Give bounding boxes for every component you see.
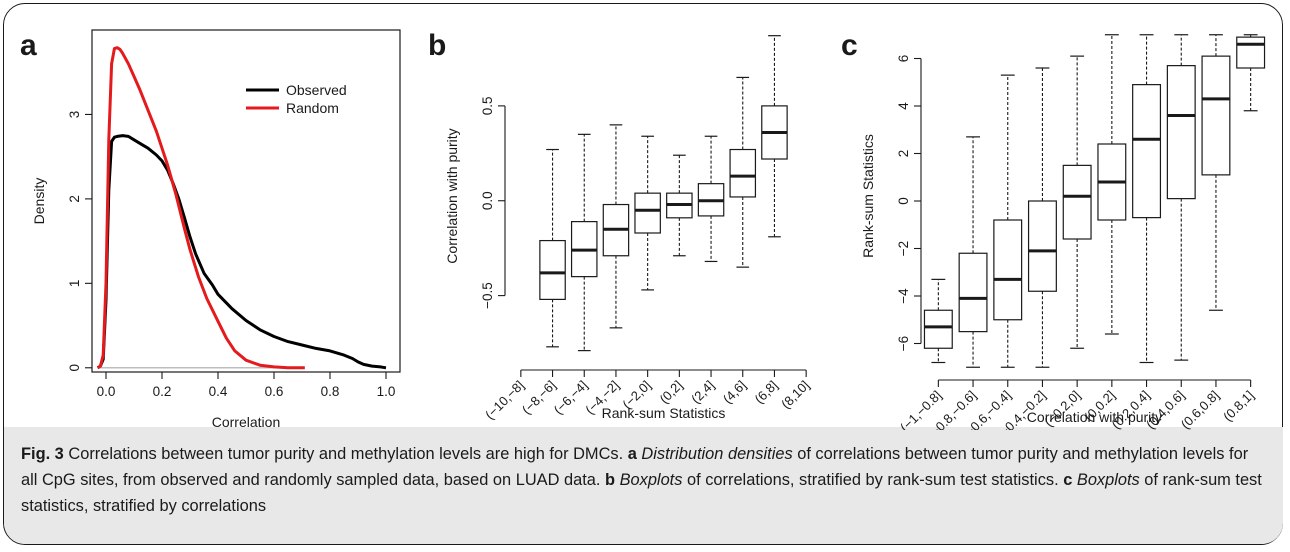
panel-c-y-tick-label: 6 <box>896 55 911 63</box>
panel-a-y-tick-label: 0 <box>67 364 82 372</box>
panel-b-box <box>634 192 661 234</box>
panel-c-letter: c <box>841 29 858 62</box>
panel-a-x-tick-label: 1.0 <box>377 384 396 399</box>
panel-a-y-tick-label: 2 <box>67 195 82 203</box>
panel-c-x-tick-label: (0.8,1] <box>1220 388 1257 425</box>
panel-b-x-tick-label: (0,2] <box>656 378 685 407</box>
panel-a-series-line-random <box>96 46 305 370</box>
panel-b-x-axis-label: Rank-sum Statistics <box>602 405 726 421</box>
caption-a-text: of correlations between tumor purity and… <box>21 445 1249 489</box>
caption-a-italic: Distribution densities <box>636 445 793 463</box>
caption-a-label: a <box>627 445 637 463</box>
panel-b-box <box>729 148 757 198</box>
panel-c-x-axis-label: Correlation with purity <box>1027 409 1162 425</box>
panel-a-x-tick-label: 0.6 <box>265 384 284 399</box>
caption-background <box>4 427 1283 544</box>
panel-c-box <box>1201 55 1231 176</box>
panel-c-box <box>993 219 1023 321</box>
panel-a-y-tick-label: 3 <box>67 111 82 119</box>
panel-b-y-axis-label: Correlation with purity <box>444 128 460 263</box>
panel-b-x-tick-label: (−10,−8] <box>482 378 527 423</box>
panel-b-x-tick-label: (6,8] <box>752 378 781 407</box>
panel-c-y-axis-label: Rank-sum Statistics <box>860 134 876 258</box>
panel-c-y-tick-label: 2 <box>896 150 911 158</box>
panel-c-box <box>1062 164 1092 240</box>
panel-b-boxplot: b −0.50.00.5(−10,−8](−8,−6](−6,−4](−4,−2… <box>428 29 812 422</box>
panel-c-x-tick-label: (0.6,0.8] <box>1178 388 1222 430</box>
panel-b-x-tick-label: (−8,−6] <box>519 378 559 418</box>
caption-fig-label: Fig. 3 <box>21 445 64 463</box>
panel-b-y-tick-label: −0.5 <box>480 282 495 309</box>
panel-c-y-tick-label: 4 <box>896 102 911 110</box>
panel-b-y-tick-label: 0.0 <box>480 191 495 210</box>
panel-c-box <box>1166 65 1196 200</box>
panel-a-x-tick-label: 0.4 <box>209 384 228 399</box>
panel-b-x-tick-label: (2,4] <box>688 378 717 407</box>
caption-b-label: b <box>605 471 616 489</box>
panel-a-letter: a <box>20 29 37 62</box>
panel-b-x-tick-label: (−6,−4] <box>551 378 591 418</box>
panel-b-y-tick-label: 0.5 <box>480 96 495 115</box>
panel-a-legend-label-observed: Observed <box>286 82 347 98</box>
caption-c-label: c <box>1063 471 1073 489</box>
panel-a-density-plot: a 0.0 0.2 0.4 0.6 0.8 1.0 0 1 2 3 Correlation Densi… <box>20 29 401 430</box>
panel-a-plot-border <box>91 29 401 373</box>
panel-b-letter: b <box>428 29 446 62</box>
panel-c-box <box>1236 36 1266 69</box>
panel-a-x-tick-label: 0.0 <box>97 384 116 399</box>
caption-b-text: of correlations, stratified by rank-sum … <box>682 471 1064 489</box>
panel-a-series-line-observed <box>96 134 387 370</box>
panel-c-boxplot: c −6−4−20246(−1,−0.8](−0.8,−0.6](−0.6,−0… <box>841 29 1266 430</box>
panel-c-y-tick-label: −4 <box>896 288 911 304</box>
panel-c-box <box>1132 84 1162 219</box>
panel-a-x-tick-label: 0.2 <box>153 384 172 399</box>
panel-c-box <box>1027 200 1057 292</box>
figure-frame <box>3 3 1283 545</box>
panel-c-y-tick-label: 0 <box>896 197 911 205</box>
panel-a-y-axis-label: Density <box>31 178 47 225</box>
panel-c-box <box>923 309 953 349</box>
panel-b-x-tick-label: (4,6] <box>720 378 749 407</box>
panel-c-box <box>958 252 988 333</box>
panel-a-x-tick-label: 0.8 <box>321 384 340 399</box>
panel-b-x-tick-label: (8,10] <box>778 378 812 412</box>
caption-c-italic: Boxplots <box>1072 471 1140 489</box>
caption-b-italic: Boxplots <box>615 471 683 489</box>
figure-charts: a 0.0 0.2 0.4 0.6 0.8 1.0 0 1 2 3 Correlation Densi… <box>20 29 1266 430</box>
panel-a-y-tick-label: 1 <box>67 280 82 288</box>
panel-a-x-axis-label: Correlation <box>212 414 280 430</box>
panel-c-y-tick-label: −6 <box>896 336 911 351</box>
caption-c-text: of rank-sum test statistics, stratified … <box>21 471 1262 515</box>
panel-b-box <box>539 239 566 300</box>
panel-c-y-tick-label: −2 <box>896 241 911 256</box>
figure-caption: Fig. 3 Correlations between tumor purity… <box>21 441 1266 519</box>
panel-a-legend-label-random: Random <box>286 100 339 116</box>
caption-fig-title: Correlations between tumor purity and me… <box>63 445 628 463</box>
